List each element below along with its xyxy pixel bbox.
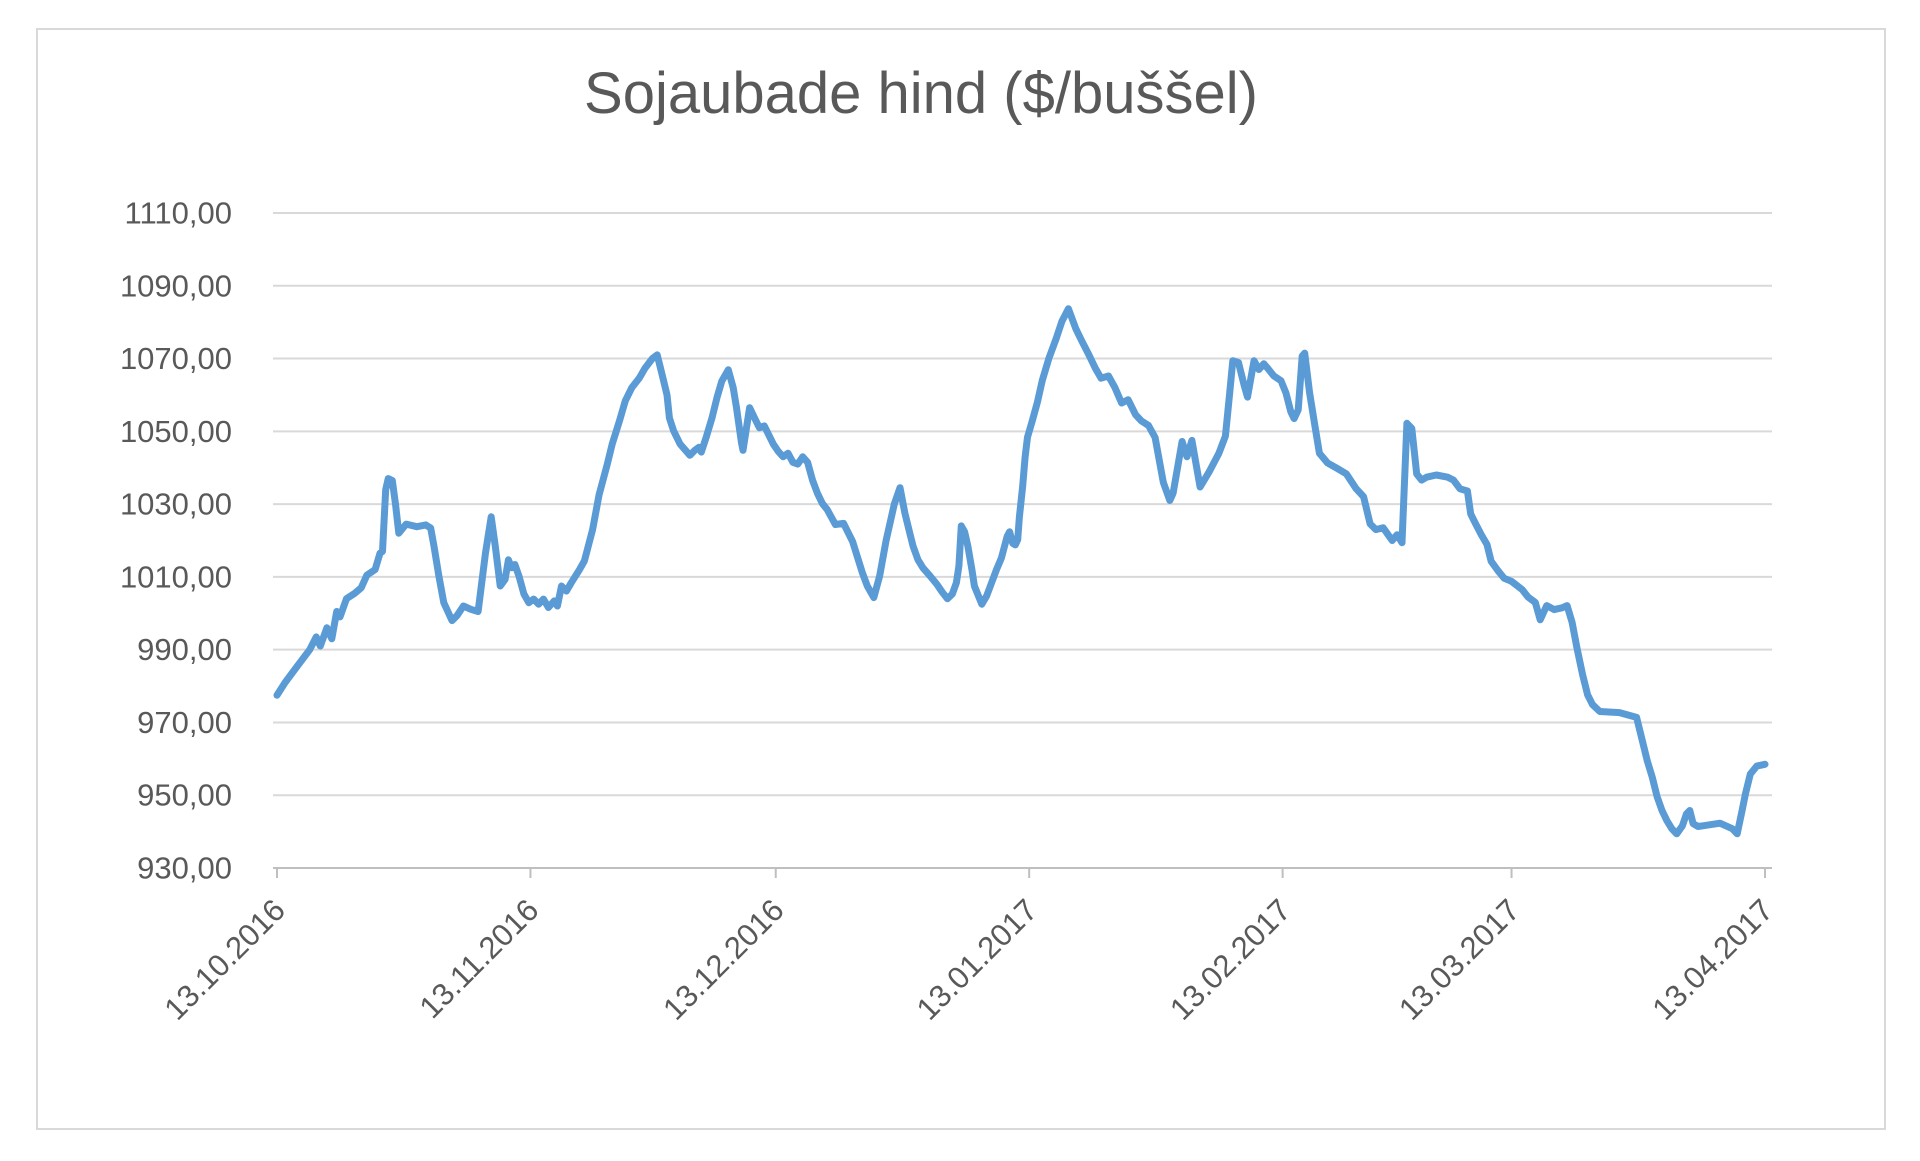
x-axis-label: 13.03.2017 [1392,892,1526,1026]
y-axis-labels: 1110,00 1090,00 1070,00 1050,00 1030,00 1010,… [120,196,232,886]
chart-frame [36,28,1886,1130]
x-axis-label: 13.10.2016 [157,892,291,1026]
price-line [273,305,1769,838]
y-axis-label: 1050,00 [120,414,232,449]
y-axis-label: 1070,00 [120,341,232,376]
y-axis-label: 930,00 [137,851,232,886]
y-axis-label: 990,00 [137,632,232,667]
gridlines-group [273,212,1772,797]
y-axis-label: 950,00 [137,778,232,813]
y-axis-label: 1010,00 [120,559,232,594]
x-axis-label: 13.04.2017 [1645,892,1779,1026]
y-axis-label: 1110,00 [125,196,232,231]
y-axis-label: 970,00 [137,705,232,740]
y-axis-label: 1090,00 [120,268,232,303]
x-axis-labels: 13.10.2016 13.11.2016 13.12.2016 13.01.2017… [157,892,1779,1026]
x-axis-label: 13.02.2017 [1163,892,1297,1026]
chart-title: Sojaubade hind ($/buššel) [584,61,1258,126]
x-axis-label: 13.01.2017 [910,892,1044,1026]
x-axis-label: 13.12.2016 [656,892,790,1026]
x-axis-label: 13.11.2016 [413,892,546,1025]
y-axis-label: 1030,00 [120,487,232,522]
x-axis [273,867,1772,878]
